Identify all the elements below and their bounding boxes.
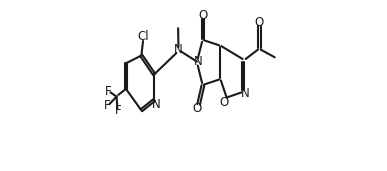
Text: O: O — [192, 102, 202, 115]
Text: Cl: Cl — [137, 30, 149, 43]
Text: F: F — [115, 104, 122, 117]
Text: N: N — [151, 98, 160, 111]
Text: O: O — [220, 96, 229, 109]
Text: O: O — [255, 16, 264, 29]
Text: N: N — [174, 43, 183, 56]
Text: F: F — [105, 85, 112, 98]
Text: F: F — [104, 99, 110, 112]
Text: N: N — [241, 87, 250, 100]
Text: O: O — [198, 9, 207, 22]
Text: N: N — [194, 55, 202, 68]
